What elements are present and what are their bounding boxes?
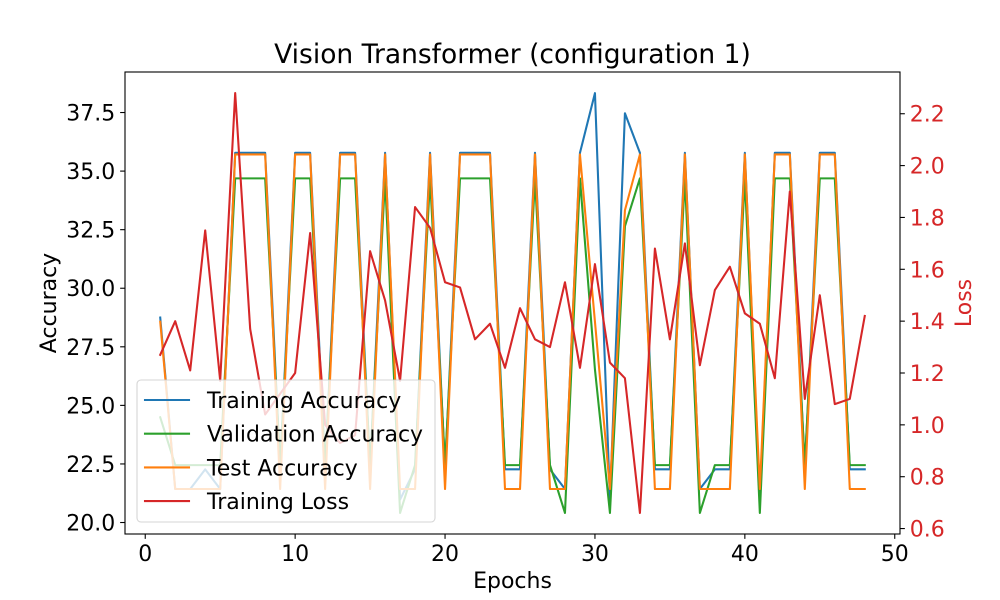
x-tick-label: 50 — [881, 542, 909, 567]
x-tick-label: 10 — [281, 542, 309, 567]
x-tick-label: 40 — [731, 542, 759, 567]
y-tick-label: 35.0 — [66, 160, 115, 185]
x-tick-label: 0 — [138, 542, 152, 567]
y-tick-label: 25.0 — [66, 394, 115, 419]
legend-label-training-loss: Training Loss — [206, 490, 349, 515]
legend-entry-test-accuracy: Test Accuracy — [143, 456, 358, 481]
y2-tick-label: 2.0 — [910, 155, 945, 180]
legend: Training Accuracy Validation Accuracy Test… — [136, 379, 436, 523]
plot-frame — [124, 71, 901, 535]
y2-tick-label: 0.8 — [910, 466, 945, 491]
y-tick-label: 27.5 — [66, 336, 115, 361]
y-tick-label: 32.5 — [66, 219, 115, 244]
x-axis: 0 10 20 30 40 50 — [138, 534, 909, 567]
y-axis-left: 20.0 22.5 25.0 27.5 30.0 32.5 35.0 37.5 — [66, 102, 125, 537]
y-tick-label: 30.0 — [66, 277, 115, 302]
legend-label-training-accuracy: Training Accuracy — [206, 389, 401, 414]
y2-tick-label: 1.4 — [910, 310, 945, 335]
y-tick-label: 22.5 — [66, 453, 115, 478]
y2-tick-label: 2.2 — [910, 103, 945, 128]
y2-tick-label: 1.2 — [910, 362, 945, 387]
y2-tick-label: 1.6 — [910, 258, 945, 283]
y-tick-label: 20.0 — [66, 512, 115, 537]
legend-entry-training-loss: Training Loss — [143, 490, 349, 515]
y2-tick-label: 0.6 — [910, 518, 945, 543]
y-tick-label: 37.5 — [66, 102, 115, 127]
x-tick-label: 20 — [431, 542, 459, 567]
y2-tick-label: 1.8 — [910, 206, 945, 231]
legend-label-test-accuracy: Test Accuracy — [206, 456, 358, 481]
chart-title: Vision Transformer (configuration 1) — [274, 39, 751, 70]
y-axis-label: Accuracy — [37, 253, 62, 353]
x-tick-label: 30 — [581, 542, 609, 567]
legend-entry-training-accuracy: Training Accuracy — [143, 389, 401, 414]
y2-tick-label: 1.0 — [910, 414, 945, 439]
legend-label-validation-accuracy: Validation Accuracy — [207, 423, 423, 448]
y2-axis-label: Loss — [952, 279, 977, 327]
legend-box — [136, 379, 436, 523]
x-axis-label: Epochs — [473, 569, 552, 594]
y-axis-right: 0.6 0.8 1.0 1.2 1.4 1.6 1.8 2.0 2.2 — [900, 103, 945, 543]
legend-entry-validation-accuracy: Validation Accuracy — [143, 423, 423, 448]
